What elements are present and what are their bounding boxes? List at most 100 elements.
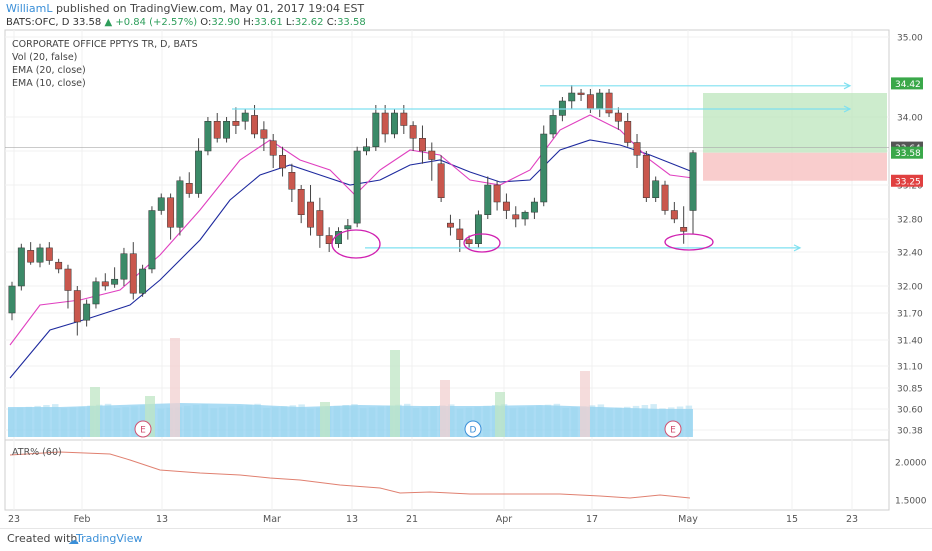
volume-bar: [386, 405, 393, 437]
close-value: 33.58: [337, 17, 366, 28]
time-tick-label: 13: [346, 514, 358, 525]
volume-bar: [456, 408, 464, 437]
volume-spike: [390, 350, 400, 437]
candle-body: [297, 189, 305, 215]
low-label: L:: [285, 17, 295, 28]
volume-bar: [404, 403, 411, 437]
stop-zone: [703, 152, 887, 181]
price-badge-text: 33.25: [895, 177, 921, 187]
volume-bar: [316, 407, 323, 437]
legend-vol[interactable]: Vol (20, false): [12, 52, 78, 63]
volume-bar: [157, 408, 165, 437]
volume-bar: [8, 408, 15, 437]
volume-bar: [685, 405, 693, 437]
open-value: 32.90: [211, 17, 241, 28]
volume-bar: [536, 405, 543, 437]
volume-bar: [78, 406, 85, 437]
ema10-line: [9, 114, 694, 346]
candle-body: [111, 278, 119, 285]
volume-bar: [25, 406, 33, 437]
candle-body: [419, 138, 426, 152]
candle-body: [530, 201, 538, 213]
candle-body: [391, 112, 398, 135]
author-link[interactable]: WilliamL: [6, 2, 53, 15]
event-label: D: [470, 426, 477, 436]
candle-body: [288, 172, 296, 190]
ohlc-line: BATS:OFC, D 33.58 ▲ +0.84 (+2.57%) O:32.…: [6, 17, 366, 28]
candle-body: [241, 112, 249, 122]
volume-spike: [580, 371, 590, 437]
candle-body: [614, 112, 622, 122]
high-value: 33.61: [254, 17, 283, 28]
candle-body: [27, 250, 35, 263]
candle-body: [167, 197, 175, 228]
volume-bar: [122, 407, 129, 437]
candle-body: [512, 214, 520, 220]
volume-bar: [113, 408, 121, 437]
candle-body: [400, 112, 408, 126]
candle-body: [223, 121, 231, 139]
legend-title: CORPORATE OFFICE PPTYS TR, D, BATS: [12, 39, 198, 50]
candle-body: [64, 268, 72, 291]
price-tick-label: 34.00: [897, 114, 923, 124]
time-tick-label: 17: [586, 514, 598, 525]
volume-spike: [495, 392, 505, 437]
price-tick-label: 31.40: [897, 337, 923, 347]
candle-body: [213, 121, 221, 139]
up-arrow-icon: ▲: [104, 17, 113, 28]
volume-bar: [562, 408, 569, 437]
open-label: O:: [200, 17, 212, 28]
price-chart[interactable]: 23 Feb 13 Mar 13 21 Apr 17 May 15 23 35.00 34.00 33.6…: [0, 0, 932, 528]
volume-bar: [272, 407, 279, 437]
volume-bar: [553, 403, 561, 437]
atr-legend[interactable]: ATR% (60): [12, 447, 62, 458]
event-label: E: [140, 426, 146, 436]
footer: Created with ☁ TradingView: [0, 528, 932, 551]
volume-bar: [518, 407, 525, 437]
event-label: E: [670, 426, 676, 436]
volume-bar: [228, 406, 235, 437]
tradingview-brand[interactable]: TradingView: [76, 532, 143, 545]
atr-tick-label: 2.0000: [895, 459, 927, 469]
volume-bar: [192, 405, 200, 437]
volume-bar: [606, 408, 613, 437]
candle-body: [269, 140, 277, 156]
legend-ema20[interactable]: EMA (20, close): [12, 65, 86, 76]
high-label: H:: [243, 17, 255, 28]
price-badge-text: 33.58: [895, 149, 921, 159]
volume-bar: [527, 406, 534, 437]
price-tick-label: 32.40: [897, 249, 923, 259]
candle-body: [558, 100, 566, 116]
candle-body: [642, 155, 650, 198]
volume-bar: [421, 407, 429, 437]
volume-bar: [69, 407, 77, 437]
volume-bar: [597, 404, 605, 437]
candle-body: [624, 121, 632, 143]
event-marker: [134, 420, 152, 438]
candle-body: [680, 227, 688, 232]
candle-body: [447, 222, 454, 228]
volume-bar: [615, 407, 622, 437]
candle-body: [437, 163, 445, 198]
volume-bar: [263, 408, 270, 437]
candle-body: [605, 92, 613, 114]
legend-ema10[interactable]: EMA (10, close): [12, 78, 86, 89]
candle-body: [73, 290, 81, 323]
volume-bar: [588, 405, 596, 437]
price-badge-text: 34.42: [895, 80, 921, 90]
candle-body: [260, 129, 268, 139]
candle-body: [157, 197, 165, 211]
candle-body: [372, 112, 380, 147]
candle-body: [279, 155, 286, 169]
price-tick-label: 35.00: [897, 34, 923, 44]
volume-bar: [104, 403, 112, 437]
candle-body: [428, 150, 436, 160]
line-arrow-icon: [843, 105, 852, 113]
volume-bar: [280, 406, 288, 437]
candle-body: [204, 121, 212, 152]
volume-bar: [430, 406, 437, 437]
volume-spike: [320, 402, 330, 437]
time-tick-label: 13: [156, 514, 168, 525]
volume-bar: [659, 408, 666, 437]
volume-bar: [351, 404, 358, 437]
